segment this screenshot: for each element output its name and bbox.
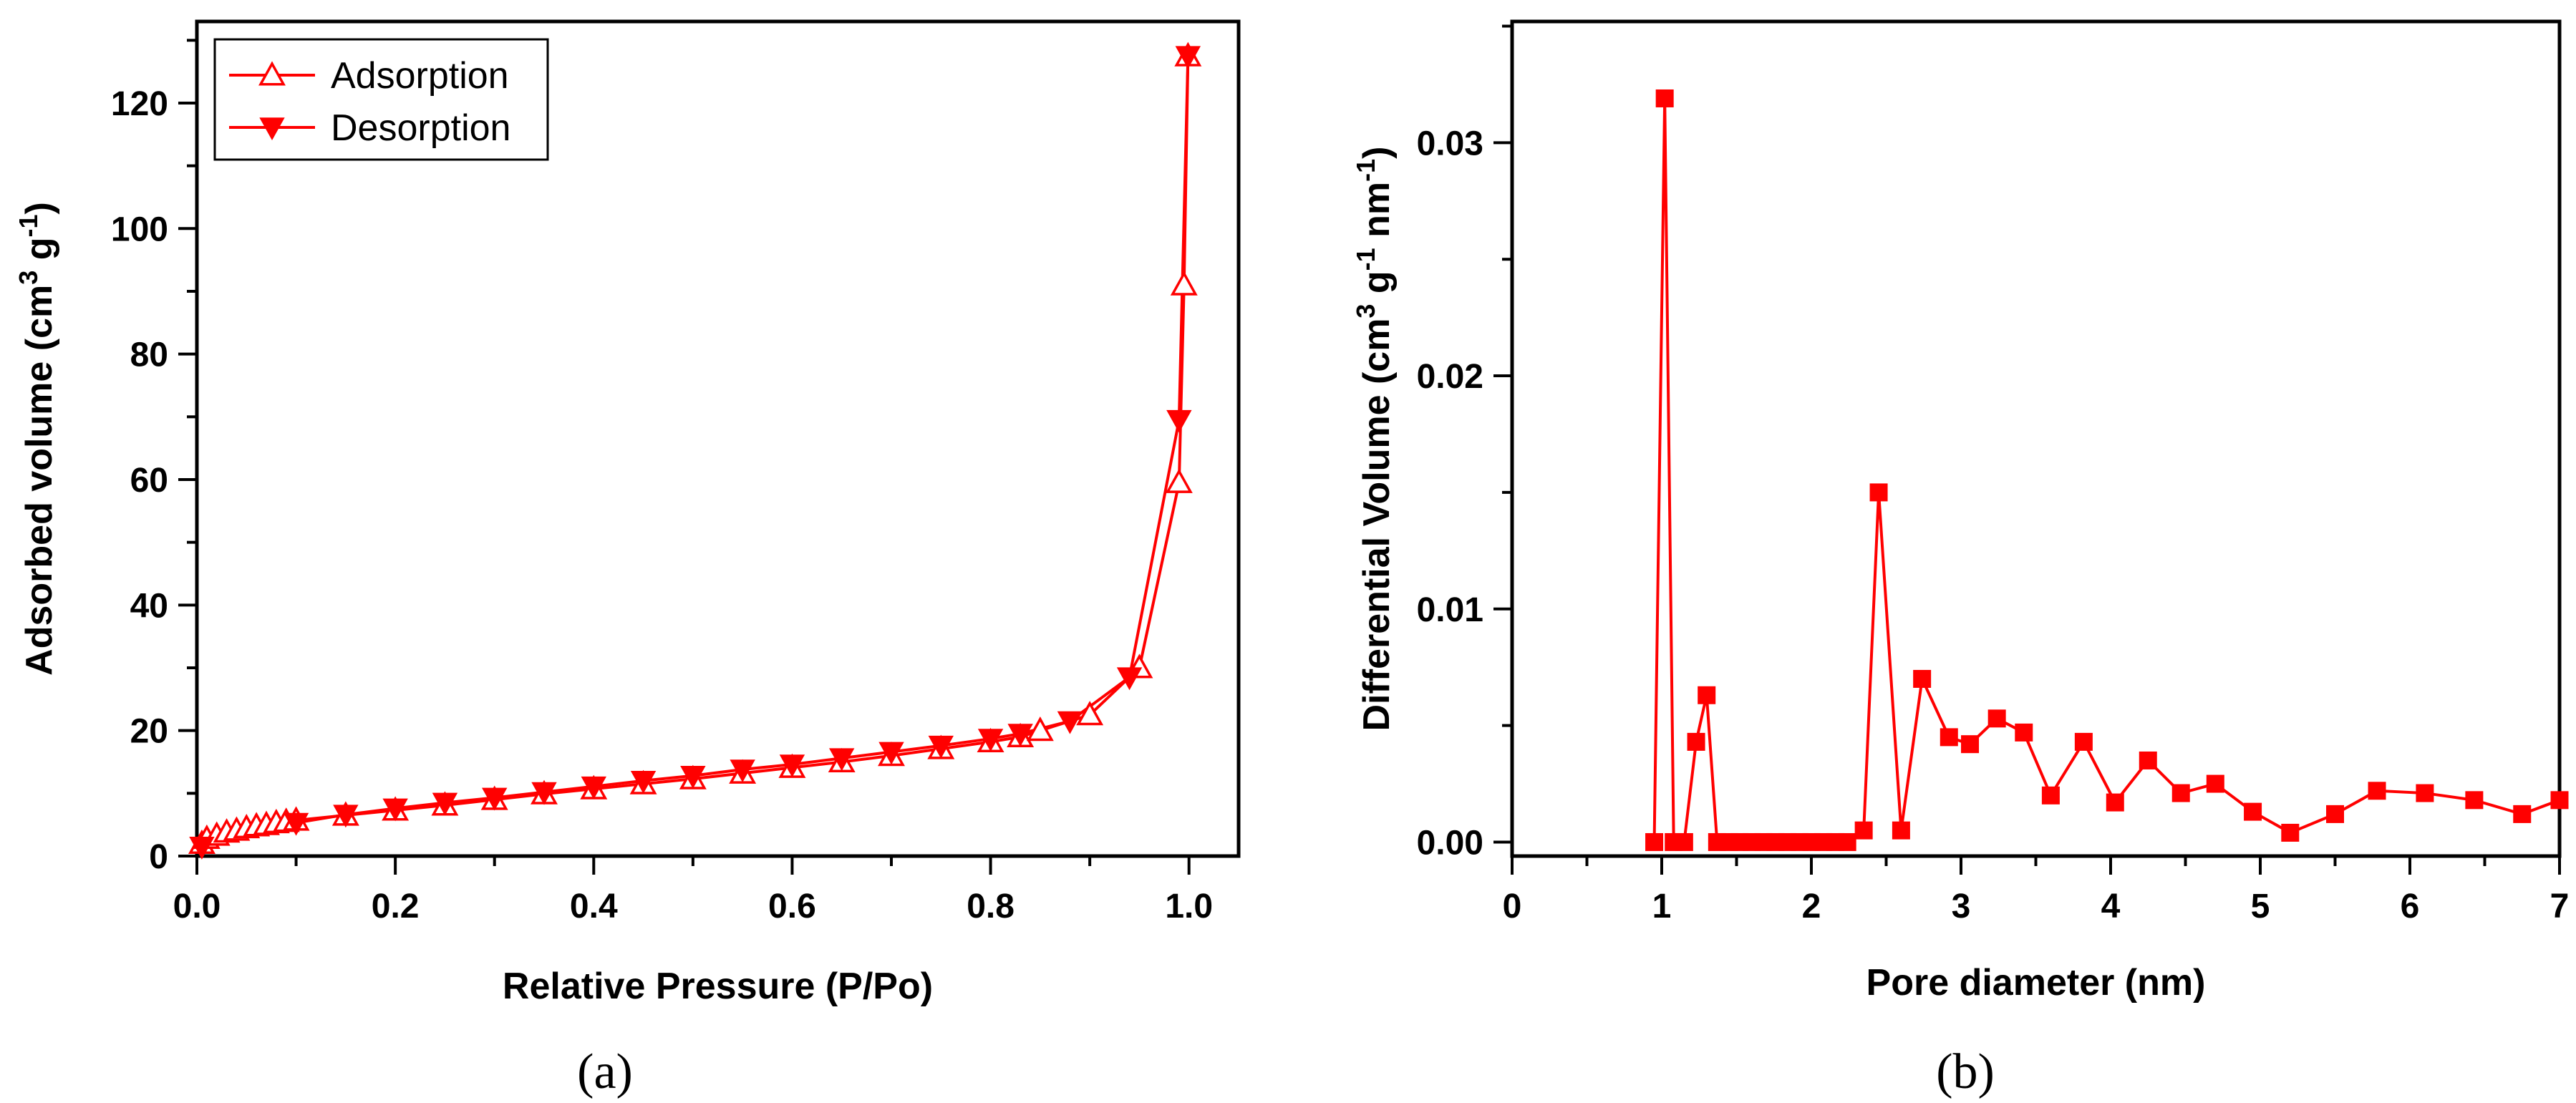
desorption-point [482,787,508,811]
data-point [1987,709,2006,728]
y-tick-label: 0.02 [1417,358,1483,396]
desorption-point [432,792,458,816]
y-tick-label: 0.01 [1417,591,1483,629]
x-tick-label: 1.0 [1165,888,1213,925]
panel-a-plot-frame [195,19,1241,858]
x-tick-label: 3 [1952,888,1971,925]
desorption-point [189,837,215,860]
desorption-point [1007,724,1033,747]
data-point [1854,821,1873,840]
desorption-point [779,754,805,778]
desorption-point [1175,46,1201,69]
x-tick-label: 0.4 [570,888,618,925]
x-tick-label: 4 [2101,888,2121,925]
desorption-point [680,765,706,789]
legend-label-adsorption: Adsorption [331,55,509,97]
data-point [2106,793,2124,812]
desorption-point [928,735,954,759]
panel-b-x-axis-title: Pore diameter (nm) [1866,962,2206,1004]
adsorption-point [1026,716,1054,742]
data-point [1655,89,1674,107]
data-point [2326,805,2344,823]
y-tick-label: 100 [111,210,168,248]
desorption-point [1057,711,1083,734]
desorption-point [977,729,1004,752]
data-point [1675,832,1693,851]
panel-a-series [188,42,1202,860]
data-point [1869,483,1888,502]
data-point [1838,832,1856,851]
y-tick-label: 120 [111,85,168,123]
desorption-point [1166,409,1192,433]
data-point [2244,802,2262,821]
desorption-point [581,776,606,800]
adsorption-point [258,61,286,86]
panel-b-y-axis-title: Differential Volume (cm3 g-1 nm-1) [1351,147,1398,732]
adsorption-point [1076,701,1104,726]
x-tick-label: 6 [2401,888,2420,925]
panel-a-legend: Adsorption Desorption [213,38,549,161]
desorption-point [283,812,309,836]
panel-b: 0 1 2 3 4 5 6 7 0.00 0.01 0.02 0.03 Pore diameter (… [1351,19,2570,1099]
desorption-point [878,742,904,765]
y-tick-label: 80 [130,336,168,374]
desorption-point [829,748,855,772]
panel-a-caption: (a) [577,1044,633,1099]
panel-a-y-axis-title: Adsorbed volume (cm3 g-1) [14,202,60,676]
desorption-point [333,805,359,828]
adsorption-point [1170,271,1198,296]
data-point [2465,791,2484,810]
data-point [2416,784,2434,802]
data-point [1698,686,1716,704]
y-tick-label: 0.03 [1417,125,1483,162]
x-tick-label: 7 [2550,888,2570,925]
y-tick-label: 60 [130,462,168,500]
y-tick-label: 20 [130,713,168,751]
desorption-point [382,798,408,822]
x-tick-label: 0.0 [173,888,221,925]
data-point [2550,791,2569,810]
panel-b-ticks: 0 1 2 3 4 5 6 7 0.00 0.01 0.02 0.03 [1417,24,2570,925]
data-point [1687,732,1705,751]
desorption-point [259,117,285,141]
data-point [1961,735,1980,754]
x-tick-label: 0.2 [372,888,420,925]
x-tick-label: 0 [1503,888,1522,925]
data-point [2281,823,2300,842]
panel-b-caption: (b) [1936,1044,1995,1099]
data-point [2171,784,2190,802]
desorption-point [630,770,657,794]
y-tick-label: 40 [130,587,168,625]
desorption-point [531,782,557,805]
data-point [2206,774,2224,793]
pore-distribution-line [1652,98,2560,844]
data-point [2139,751,2157,769]
panel-a-ticks: 0.0 0.2 0.4 0.6 0.8 1.0 0 20 40 60 80 100 120 [111,39,1213,925]
data-point [1940,728,1958,747]
y-tick-label: 0.00 [1417,824,1483,862]
panel-a: 0.0 0.2 0.4 0.6 0.8 1.0 0 20 40 60 80 100 120 Adsorp… [14,19,1241,1099]
y-tick-label: 0 [149,838,168,876]
data-point [2368,782,2386,800]
adsorption-point [1165,468,1193,493]
x-tick-label: 2 [1802,888,1821,925]
panel-a-x-axis-title: Relative Pressure (P/Po) [503,966,933,1007]
data-point [1892,821,1910,840]
desorption-point [730,759,755,783]
x-tick-label: 0.8 [967,888,1015,925]
data-point [2015,723,2033,742]
legend-box [213,38,549,161]
x-tick-label: 0.6 [768,888,816,925]
desorption-point [1116,667,1143,691]
panel-b-series [1645,89,2569,851]
legend-label-desorption: Desorption [331,107,510,149]
data-point [1645,832,1664,851]
x-tick-label: 5 [2251,888,2270,925]
data-point [1913,669,1932,688]
x-tick-label: 1 [1652,888,1672,925]
data-point [2074,732,2093,751]
data-point [2513,805,2532,823]
data-point [2041,786,2060,805]
